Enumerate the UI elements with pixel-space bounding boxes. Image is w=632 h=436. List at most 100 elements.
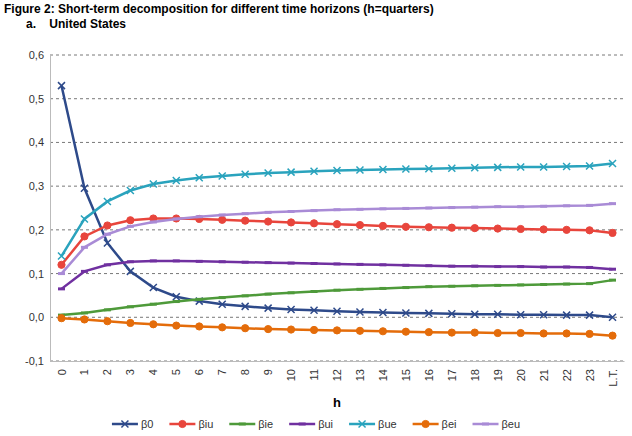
x-tick: 9 [262,361,274,375]
point [196,323,203,330]
y-tick-label: 0,5 [29,93,44,105]
x-tick-label: 18 [469,369,481,381]
grid [50,55,624,361]
x-tick-label: 11 [308,369,320,380]
point [471,284,478,287]
x-tick-label: 23 [584,369,596,381]
point [402,207,409,210]
x-tick-label: 0 [56,369,68,375]
grid-line [50,361,624,362]
point [311,209,318,212]
point [81,246,88,249]
point [402,223,409,230]
point [127,217,134,224]
x-tick: 11 [308,361,320,380]
legend-swatch [229,423,255,426]
point [127,225,134,228]
grid-line [50,186,624,187]
legend-item: βie [229,418,273,430]
point [219,260,226,263]
x-tick-label: 16 [423,369,435,381]
point [333,327,340,334]
point [517,283,524,286]
point [265,211,272,214]
y-axis: -0,10,00,10,20,30,40,50,6 [25,49,50,367]
point [219,324,226,331]
x-tick-label: 3 [124,369,136,375]
legend-item: βiu [169,418,213,430]
y-tick: 0,2 [29,224,50,236]
point [242,325,249,332]
point [494,265,501,268]
point [609,202,616,205]
x-tick: 3 [124,361,136,375]
point [104,198,111,205]
point [379,287,386,290]
y-tick-label: 0,3 [29,180,44,192]
point [356,288,363,291]
series-line [61,86,612,318]
point [81,316,88,323]
x-tick: 4 [147,361,159,375]
point [471,164,478,171]
x-tick-label: 12 [331,369,343,381]
point [288,306,295,313]
point [173,300,180,303]
x-tick-label: 2 [101,369,113,375]
point [196,298,203,305]
point [219,173,226,180]
y-tick-label: 0,6 [29,49,44,61]
point [402,286,409,289]
point [540,283,547,286]
point [448,224,455,231]
x-tick: 21 [538,361,550,381]
point [609,268,616,271]
point [471,311,478,318]
point [517,265,524,268]
point [563,266,570,269]
series-line [61,204,612,274]
point [310,326,317,333]
legend-marker [179,420,186,427]
point [540,266,547,269]
point [334,289,341,292]
point [402,166,409,173]
point [471,206,478,209]
point [265,261,272,264]
point [288,262,295,265]
point [311,262,318,265]
legend-marker [482,423,489,426]
series-line [61,280,612,315]
series-line [61,163,612,256]
x-tick-label: 14 [377,369,389,381]
x-tick: 23 [584,361,596,381]
point [265,218,272,225]
point [448,165,455,172]
point [265,325,272,332]
point [425,224,432,231]
series-group [58,82,616,339]
point [425,264,432,267]
point [563,312,570,319]
y-tick: 0,5 [29,93,50,105]
point [242,303,249,310]
point [356,327,363,334]
point [494,164,501,171]
point [494,225,501,232]
point [586,204,593,207]
point [563,283,570,286]
legend-marker [422,420,429,427]
point [563,163,570,170]
point [334,262,341,265]
point [219,296,226,299]
point [265,293,272,296]
x-tick-label: 9 [262,369,274,375]
point [150,180,157,187]
y-tick: 0,0 [29,311,50,323]
point [333,221,340,228]
point [425,207,432,210]
point [334,308,341,315]
point [586,163,593,170]
point [288,291,295,294]
point [127,260,134,263]
